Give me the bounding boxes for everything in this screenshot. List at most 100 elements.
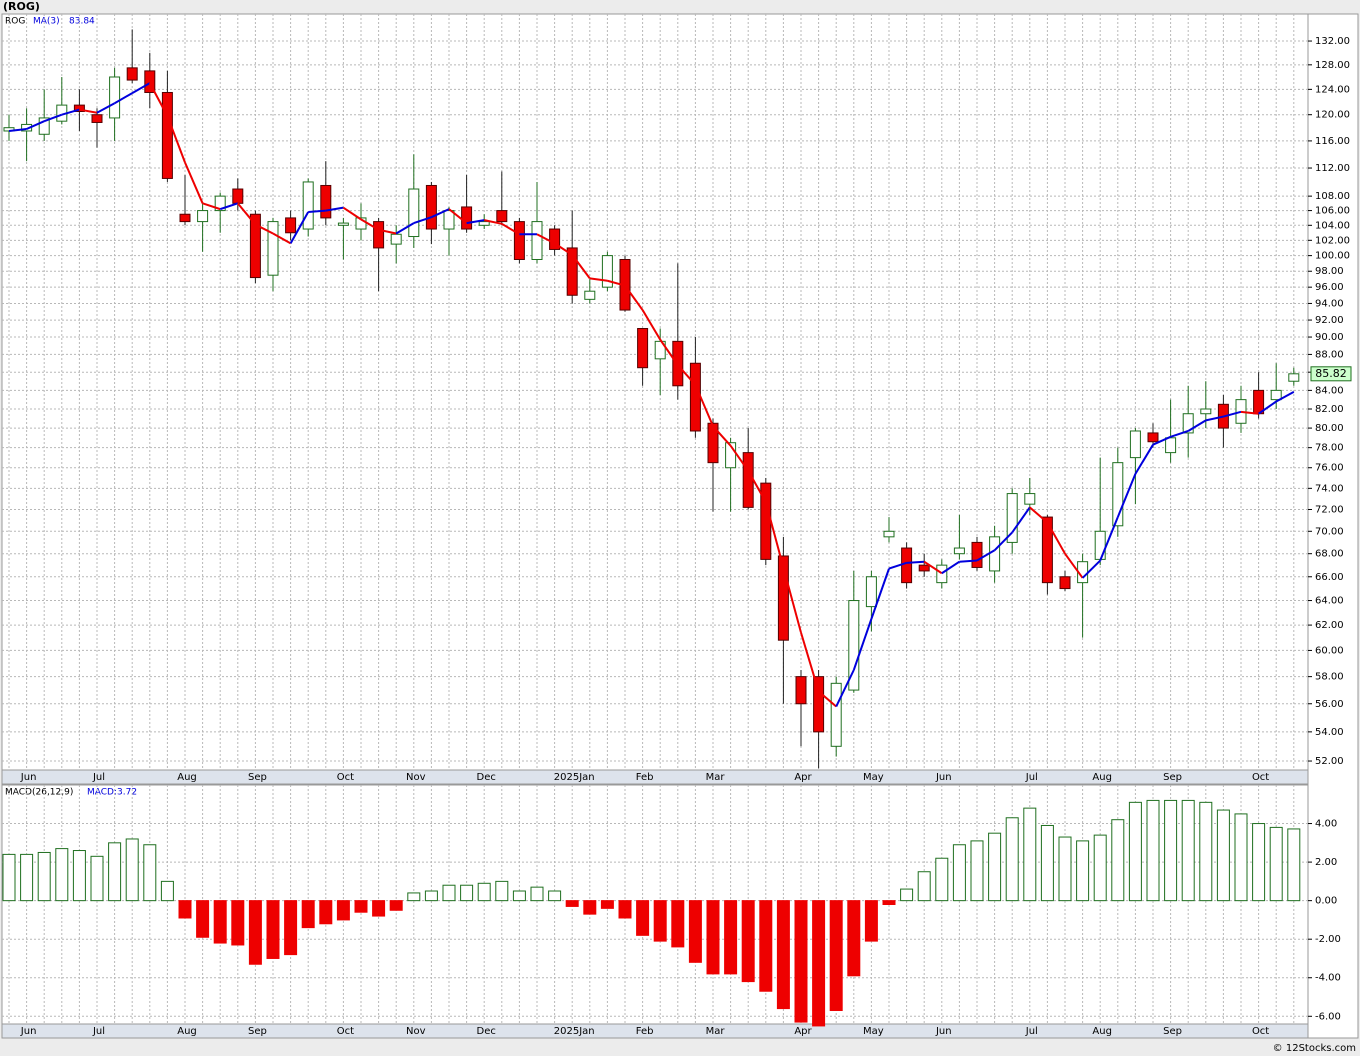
ma-segment	[659, 339, 679, 366]
macd-bar	[1234, 813, 1248, 902]
candle-body	[707, 422, 719, 464]
ma-segment	[395, 222, 415, 235]
ma-segment	[184, 162, 204, 204]
macd-bar	[90, 855, 104, 902]
candle-body	[865, 576, 877, 608]
y-tick-label: 100.00	[1315, 251, 1350, 262]
macd-bar	[407, 892, 421, 902]
x-tick-label: Sep	[248, 1026, 267, 1037]
macd-bar	[213, 900, 227, 944]
macd-bar	[1269, 826, 1283, 902]
macd-bar	[1216, 809, 1230, 902]
ma-segment	[131, 82, 151, 94]
ma-segment	[589, 277, 608, 282]
ma-segment	[694, 384, 714, 427]
candle-body	[214, 195, 226, 212]
x-tick-label: Jul	[92, 772, 105, 783]
candle-body	[443, 210, 455, 230]
legend-ma: MA(3)	[33, 17, 60, 27]
ma-segment	[1081, 559, 1101, 579]
ma-segment	[289, 211, 310, 244]
ma-segment	[96, 102, 116, 114]
x-tick-label: May	[863, 1026, 884, 1037]
y-axis-band	[1307, 13, 1359, 1039]
candle-body	[390, 233, 402, 245]
y-tick-label: 2.00	[1315, 857, 1337, 868]
candle-body	[126, 67, 138, 81]
candle-body	[883, 530, 895, 538]
ma-segment	[114, 92, 133, 105]
ma-segment	[976, 549, 996, 562]
candle-body	[109, 76, 121, 119]
macd-bar	[759, 900, 773, 992]
macd-title: MACD(26,12,9)	[5, 788, 73, 798]
ma-segment	[43, 113, 63, 123]
x-tick-label: Apr	[794, 1026, 812, 1037]
macd-bar	[37, 851, 51, 902]
ma-segment	[1223, 410, 1242, 418]
ma-segment	[923, 560, 943, 575]
x-tick-label: Sep	[1163, 772, 1182, 783]
macd-bar	[636, 900, 650, 936]
candle-body	[936, 564, 948, 584]
ma-segment	[501, 222, 520, 236]
x-tick-label: Jun	[935, 1026, 952, 1037]
x-tick-label: Jun	[935, 772, 952, 783]
ma-segment	[413, 216, 432, 225]
x-tick-label: May	[863, 772, 884, 783]
macd-bar	[372, 900, 386, 917]
ma-segment	[747, 470, 767, 503]
ma-segment	[8, 128, 27, 132]
macd-bar	[671, 900, 685, 948]
x-tick-label: Jun	[20, 1026, 37, 1037]
x-tick-label: Oct	[1252, 772, 1269, 783]
candle-body	[38, 117, 50, 135]
ma-segment	[79, 108, 98, 114]
candle-body	[1094, 530, 1106, 560]
ma-segment	[202, 202, 221, 211]
x-tick-label: Jul	[1025, 772, 1038, 783]
macd-bar	[618, 900, 632, 919]
y-tick-label: -2.00	[1315, 934, 1341, 945]
ma-segment	[624, 284, 644, 311]
ma-segment	[993, 531, 1013, 551]
y-tick-label: 124.00	[1315, 84, 1350, 95]
y-tick-label: 98.00	[1315, 266, 1344, 277]
ma-segment	[1099, 516, 1119, 561]
y-tick-label: 112.00	[1315, 163, 1350, 174]
y-tick-label: 84.00	[1315, 385, 1344, 396]
candle-body	[601, 255, 613, 288]
candle-body	[232, 188, 244, 204]
legend-symbol: ROG	[5, 17, 25, 27]
candle-body	[848, 600, 860, 691]
macd-bar	[266, 900, 280, 959]
macd-bar	[354, 900, 368, 913]
macd-bar	[2, 853, 16, 902]
ma-segment	[272, 232, 292, 245]
macd-bar	[829, 900, 843, 1012]
ma-segment	[764, 501, 785, 568]
x-tick-label: Feb	[636, 1026, 654, 1037]
candle-body	[566, 247, 578, 296]
ma-segment	[959, 559, 978, 563]
macd-bar	[20, 853, 34, 902]
macd-bar	[301, 900, 315, 929]
candle-body	[320, 184, 332, 219]
candle-body	[144, 70, 156, 93]
candle-body	[901, 547, 913, 584]
y-tick-label: 96.00	[1315, 282, 1344, 293]
candle-body	[161, 91, 173, 179]
x-tick-label: 2025Jan	[554, 1026, 595, 1037]
macd-bar	[55, 848, 69, 902]
ma-segment	[1029, 506, 1049, 524]
y-tick-label: 94.00	[1315, 298, 1344, 309]
macd-bar	[495, 880, 509, 902]
candle-body	[1147, 432, 1159, 443]
y-tick-label: 68.00	[1315, 549, 1344, 560]
macd-bar	[741, 900, 755, 983]
macd-bar	[1005, 817, 1019, 902]
ma-segment	[677, 364, 697, 386]
macd-bar	[724, 900, 738, 975]
x-tick-label: Dec	[477, 772, 496, 783]
ma-segment	[378, 228, 397, 235]
